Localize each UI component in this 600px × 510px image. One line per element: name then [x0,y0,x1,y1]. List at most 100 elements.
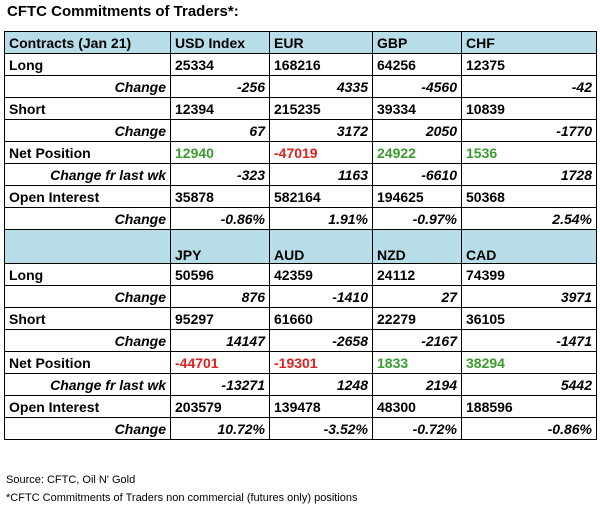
header-cell: GBP [372,31,462,54]
header-cell: CHF [461,31,597,54]
row-label: Short [4,307,171,330]
page-title: CFTC Commitments of Traders*: [7,3,239,20]
change-cell: 27 [372,285,462,308]
table-row: Change fr last wk -323 1163 -6610 1728 [4,163,597,186]
change-cell: -0.72% [372,417,462,440]
header-cell: AUD [269,229,373,264]
value-cell: 64256 [372,53,462,76]
row-label: Open Interest [4,185,171,208]
table-row: Open Interest 35878 582164 194625 50368 [4,185,597,208]
header-row: Contracts (Jan 21) USD Index EUR GBP CHF [4,31,597,54]
change-cell: 2194 [372,373,462,396]
row-label: Change [4,119,171,142]
change-cell: -6610 [372,163,462,186]
net-position-cell: -47019 [269,141,373,164]
change-cell: -0.86% [170,207,270,230]
change-cell: -13271 [170,373,270,396]
value-cell: 12394 [170,97,270,120]
value-cell: 203579 [170,395,270,418]
value-cell: 39334 [372,97,462,120]
value-cell: 12375 [461,53,597,76]
header-cell: USD Index [170,31,270,54]
source-note: Source: CFTC, Oil N' Gold [6,474,136,486]
change-cell: 1.91% [269,207,373,230]
change-cell: 876 [170,285,270,308]
row-label: Net Position [4,141,171,164]
change-cell: 5442 [461,373,597,396]
header-cell: JPY [170,229,270,264]
table-row: Long 50596 42359 24112 74399 [4,263,597,286]
row-label: Change [4,207,171,230]
row-label: Net Position [4,351,171,374]
table-row: Short 12394 215235 39334 10839 [4,97,597,120]
value-cell: 50368 [461,185,597,208]
header-row: JPY AUD NZD CAD [4,229,597,264]
value-cell: 36105 [461,307,597,330]
change-cell: 3172 [269,119,373,142]
table-row: Change fr last wk -13271 1248 2194 5442 [4,373,597,396]
value-cell: 95297 [170,307,270,330]
header-cell: NZD [372,229,462,264]
change-cell: -42 [461,75,597,98]
table-row: Net Position 12940 -47019 24922 1536 [4,141,597,164]
header-cell [4,229,171,264]
value-cell: 35878 [170,185,270,208]
net-position-cell: 1536 [461,141,597,164]
table-row: Change 10.72% -3.52% -0.72% -0.86% [4,417,597,440]
cftc-table: Contracts (Jan 21) USD Index EUR GBP CHF… [4,31,597,440]
value-cell: 74399 [461,263,597,286]
change-cell: 2.54% [461,207,597,230]
change-cell: 67 [170,119,270,142]
change-cell: -2658 [269,329,373,352]
change-cell: -4560 [372,75,462,98]
change-cell: 1163 [269,163,373,186]
table-row: Short 95297 61660 22279 36105 [4,307,597,330]
change-cell: -256 [170,75,270,98]
value-cell: 50596 [170,263,270,286]
change-cell: 1728 [461,163,597,186]
table-row: Change 67 3172 2050 -1770 [4,119,597,142]
header-cell: CAD [461,229,597,264]
change-cell: -1471 [461,329,597,352]
table-row: Open Interest 203579 139478 48300 188596 [4,395,597,418]
row-label: Change [4,285,171,308]
row-label: Change [4,329,171,352]
change-cell: 2050 [372,119,462,142]
row-label: Change fr last wk [4,163,171,186]
row-label: Change [4,417,171,440]
value-cell: 215235 [269,97,373,120]
row-label: Long [4,263,171,286]
change-cell: 10.72% [170,417,270,440]
change-cell: -2167 [372,329,462,352]
value-cell: 61660 [269,307,373,330]
value-cell: 25334 [170,53,270,76]
table-row: Net Position -44701 -19301 1833 38294 [4,351,597,374]
row-label: Long [4,53,171,76]
change-cell: 14147 [170,329,270,352]
row-label: Short [4,97,171,120]
table-row: Change 14147 -2658 -2167 -1471 [4,329,597,352]
change-cell: -0.86% [461,417,597,440]
value-cell: 168216 [269,53,373,76]
net-position-cell: -19301 [269,351,373,374]
change-cell: 1248 [269,373,373,396]
table-row: Change 876 -1410 27 3971 [4,285,597,308]
net-position-cell: 38294 [461,351,597,374]
value-cell: 22279 [372,307,462,330]
change-cell: -3.52% [269,417,373,440]
value-cell: 139478 [269,395,373,418]
value-cell: 42359 [269,263,373,286]
value-cell: 10839 [461,97,597,120]
net-position-cell: 1833 [372,351,462,374]
value-cell: 48300 [372,395,462,418]
change-cell: -1410 [269,285,373,308]
value-cell: 24112 [372,263,462,286]
value-cell: 188596 [461,395,597,418]
value-cell: 582164 [269,185,373,208]
row-label: Change fr last wk [4,373,171,396]
header-cell: EUR [269,31,373,54]
row-label: Change [4,75,171,98]
change-cell: 4335 [269,75,373,98]
table-row: Long 25334 168216 64256 12375 [4,53,597,76]
net-position-cell: -44701 [170,351,270,374]
